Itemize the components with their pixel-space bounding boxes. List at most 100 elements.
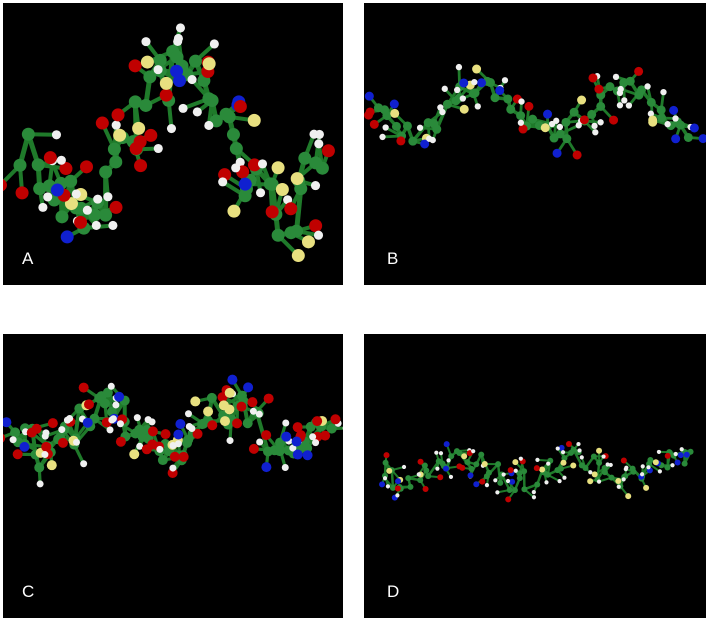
atom: [512, 459, 519, 466]
atom: [249, 407, 257, 415]
atom: [471, 78, 478, 86]
atom: [80, 160, 94, 174]
atom: [369, 119, 379, 129]
atom: [448, 474, 454, 480]
atom: [226, 128, 240, 142]
atom: [587, 478, 594, 485]
atom: [129, 449, 140, 460]
atom: [144, 128, 158, 142]
atom: [116, 420, 124, 428]
atom: [640, 472, 645, 477]
atom: [505, 478, 511, 484]
atom: [657, 113, 667, 123]
atom: [446, 458, 451, 463]
atom: [534, 481, 541, 488]
atom: [609, 115, 619, 125]
atom: [282, 419, 290, 427]
atom: [432, 124, 442, 134]
atom: [461, 453, 468, 460]
atom: [605, 82, 615, 92]
atom: [169, 464, 177, 472]
atom: [528, 114, 538, 124]
atom: [71, 189, 81, 199]
atom: [243, 382, 254, 393]
atom: [261, 462, 272, 473]
atom: [58, 426, 66, 434]
atom: [312, 416, 323, 427]
atom: [173, 429, 184, 440]
molecule: [3, 374, 343, 488]
atom: [608, 474, 615, 481]
atom: [206, 392, 217, 403]
atom: [289, 444, 297, 452]
atom: [673, 451, 678, 457]
atom: [229, 142, 243, 156]
atom: [301, 235, 315, 249]
atom: [501, 472, 506, 477]
atom: [544, 480, 549, 485]
atom: [561, 117, 571, 127]
atom: [456, 450, 463, 457]
atom: [170, 64, 184, 78]
atom: [313, 230, 324, 240]
atom: [315, 161, 329, 175]
atom: [664, 452, 671, 459]
atom: [617, 85, 624, 93]
atom: [484, 483, 490, 488]
atom: [471, 449, 476, 454]
atom: [518, 98, 525, 105]
atom: [173, 33, 183, 43]
atom: [421, 462, 428, 469]
atom: [227, 204, 241, 218]
atom: [501, 77, 509, 84]
atom: [552, 148, 562, 158]
atom: [683, 132, 693, 142]
atom: [257, 159, 268, 169]
atom: [391, 121, 401, 131]
atom: [605, 462, 610, 467]
atom: [275, 445, 286, 456]
molecule: [364, 63, 706, 160]
atom: [689, 123, 699, 133]
atom: [468, 465, 475, 472]
atom: [608, 462, 613, 468]
atom: [443, 441, 450, 448]
atom: [271, 161, 285, 175]
atom: [477, 78, 487, 88]
atom: [64, 174, 78, 188]
atom: [416, 124, 424, 131]
atom: [107, 142, 121, 156]
atom: [298, 151, 312, 165]
atom: [109, 200, 123, 214]
panel-label: B: [387, 249, 398, 268]
atom: [582, 464, 589, 471]
atom: [579, 115, 589, 125]
atom: [275, 437, 286, 448]
atom: [174, 440, 182, 448]
atom: [3, 179, 7, 192]
atom: [56, 155, 66, 165]
atom: [271, 228, 285, 242]
atom: [108, 220, 118, 231]
atom: [439, 460, 446, 467]
atom: [83, 399, 94, 410]
atom: [437, 474, 444, 481]
atom: [437, 104, 444, 111]
atom: [156, 445, 164, 453]
panel-label: A: [22, 249, 34, 268]
atom: [202, 57, 216, 71]
atom: [656, 449, 662, 455]
atom: [569, 107, 579, 117]
atom: [555, 446, 560, 451]
atom: [435, 466, 440, 471]
atom: [396, 136, 406, 146]
atom: [238, 189, 252, 203]
atom: [677, 452, 684, 459]
atom: [620, 457, 627, 464]
atom: [394, 485, 401, 492]
bond: [435, 103, 449, 130]
atom: [423, 467, 430, 474]
atom: [535, 457, 540, 462]
atom: [615, 477, 622, 484]
atom: [495, 490, 500, 495]
